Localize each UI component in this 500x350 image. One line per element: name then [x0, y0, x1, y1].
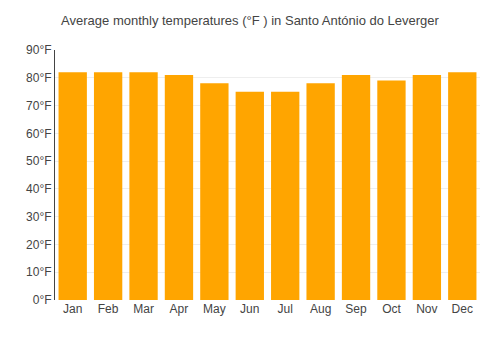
- svg-text:20°F: 20°F: [26, 238, 51, 252]
- svg-text:Jun: Jun: [240, 302, 259, 316]
- svg-text:Sep: Sep: [345, 302, 367, 316]
- svg-text:10°F: 10°F: [26, 265, 51, 279]
- svg-text:70°F: 70°F: [26, 99, 51, 113]
- svg-text:90°F: 90°F: [26, 43, 51, 57]
- svg-text:Aug: Aug: [310, 302, 331, 316]
- svg-text:Dec: Dec: [452, 302, 473, 316]
- svg-text:40°F: 40°F: [26, 182, 51, 196]
- svg-text:50°F: 50°F: [26, 154, 51, 168]
- svg-text:Apr: Apr: [170, 302, 189, 316]
- svg-text:30°F: 30°F: [26, 210, 51, 224]
- svg-text:60°F: 60°F: [26, 127, 51, 141]
- svg-text:Jul: Jul: [278, 302, 293, 316]
- svg-text:Feb: Feb: [98, 302, 119, 316]
- svg-text:Nov: Nov: [416, 302, 437, 316]
- svg-text:0°F: 0°F: [33, 293, 52, 307]
- svg-text:Oct: Oct: [382, 302, 401, 316]
- svg-text:Mar: Mar: [133, 302, 154, 316]
- svg-text:Average monthly temperatures (: Average monthly temperatures (°F ) in Sa…: [61, 13, 440, 28]
- svg-text:Jan: Jan: [63, 302, 82, 316]
- svg-text:May: May: [203, 302, 226, 316]
- svg-text:80°F: 80°F: [26, 71, 51, 85]
